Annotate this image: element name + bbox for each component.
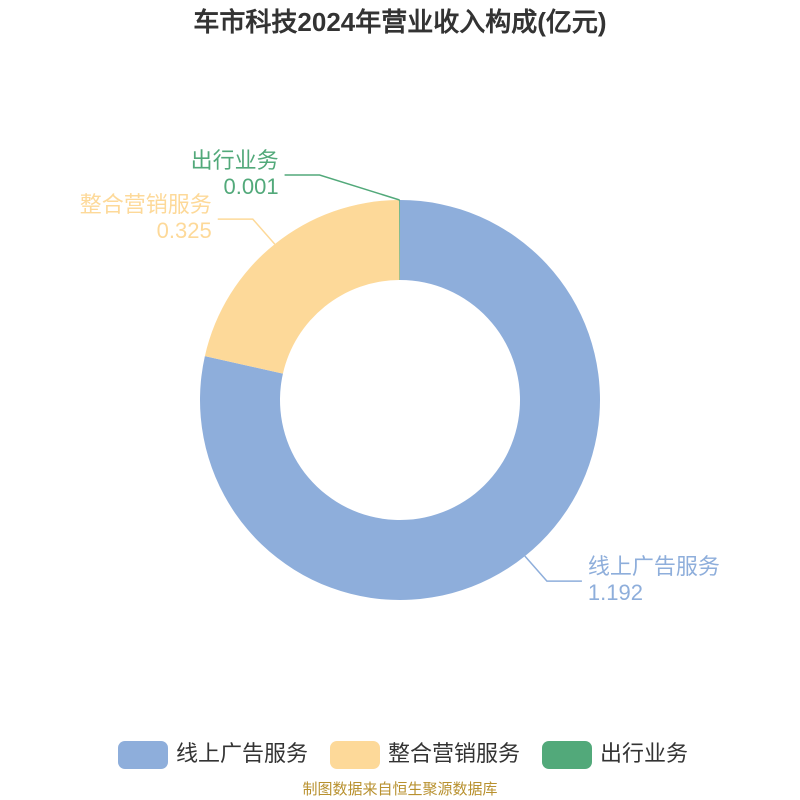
chart-title: 车市科技2024年营业收入构成(亿元) <box>193 7 606 37</box>
legend-swatch <box>118 741 168 769</box>
slice-value: 1.192 <box>588 580 643 605</box>
slice-label: 整合营销服务 <box>80 192 212 217</box>
donut-slice <box>200 200 600 600</box>
slice-value: 0.001 <box>224 174 279 199</box>
slice-label: 线上广告服务 <box>588 554 720 579</box>
legend-swatch <box>330 741 380 769</box>
donut-slice <box>399 200 400 281</box>
legend-swatch <box>542 741 592 769</box>
leader-line <box>217 218 276 245</box>
donut-slice <box>204 200 400 374</box>
source: 制图数据来自恒生聚源数据库 <box>302 781 497 798</box>
legend-label: 线上广告服务 <box>176 741 308 766</box>
leader-line <box>524 555 582 582</box>
leader-line <box>284 174 400 201</box>
slice-label: 出行业务 <box>191 148 279 173</box>
slice-value: 0.325 <box>157 218 212 243</box>
legend-label: 出行业务 <box>600 741 688 766</box>
legend-label: 整合营销服务 <box>388 741 520 766</box>
